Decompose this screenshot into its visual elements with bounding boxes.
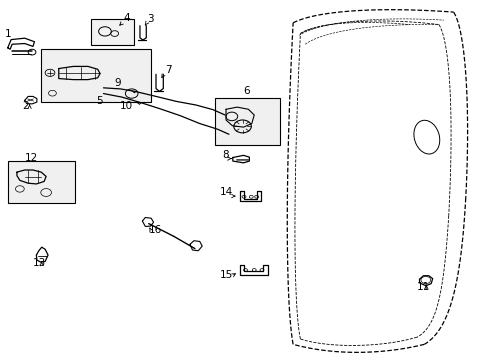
Text: 11: 11 (416, 282, 429, 292)
Text: 14: 14 (220, 187, 233, 197)
Text: 6: 6 (243, 86, 249, 95)
Text: 15: 15 (220, 270, 233, 280)
FancyBboxPatch shape (215, 98, 279, 145)
Text: 12: 12 (25, 153, 38, 163)
Text: 5: 5 (96, 96, 102, 106)
Text: 10: 10 (119, 100, 132, 111)
Text: 13: 13 (32, 258, 46, 269)
Text: 4: 4 (123, 13, 130, 23)
FancyBboxPatch shape (8, 161, 75, 203)
Text: 3: 3 (147, 14, 154, 24)
Text: 1: 1 (5, 29, 12, 39)
Text: 2: 2 (22, 101, 29, 111)
Text: 16: 16 (148, 225, 162, 235)
Text: 9: 9 (114, 78, 121, 88)
FancyBboxPatch shape (91, 19, 134, 45)
Text: 7: 7 (164, 65, 171, 75)
Text: 8: 8 (222, 150, 229, 160)
FancyBboxPatch shape (41, 49, 150, 102)
